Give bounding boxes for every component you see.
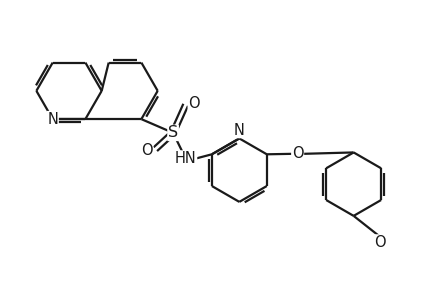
Text: N: N [47,112,58,127]
Text: O: O [292,146,303,161]
Text: O: O [188,97,200,112]
Text: O: O [374,235,386,250]
Text: N: N [234,123,245,138]
Text: HN: HN [175,151,197,166]
Text: S: S [168,125,178,140]
Text: O: O [141,142,153,158]
